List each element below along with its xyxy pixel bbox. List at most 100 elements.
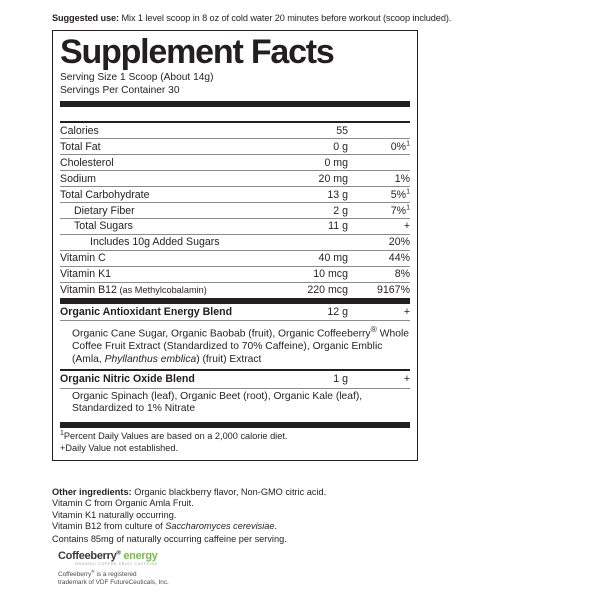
- caffeine-statement: Contains 85mg of naturally occurring caf…: [52, 534, 287, 545]
- table-row: Vitamin B12 (as Methylcobalamin) 220 mcg…: [60, 282, 410, 299]
- row-daily-value: 1%: [352, 170, 410, 187]
- blend-ingredients-row: Organic Spinach (leaf), Organic Beet (ro…: [60, 387, 410, 419]
- panel-footnotes: 1Percent Daily Values are based on a 2,0…: [60, 428, 410, 454]
- table-row: Sodium 20 mg 1%: [60, 170, 410, 187]
- coffeeberry-logo: Coffeeberry® energy: [58, 550, 278, 562]
- rule-medium-above-table: [60, 121, 410, 124]
- trademark-line-2: trademark of VDF FutureCeuticals, Inc.: [58, 579, 169, 586]
- blend-daily-value: +: [403, 306, 410, 319]
- row-name-suffix: (as Methylcobalamin): [116, 285, 207, 296]
- other-ingredients-block: Other ingredients: Organic blackberry fl…: [52, 487, 522, 545]
- nutrient-table-body: Calories 55 Total Fat 0 g 0%1 Cholestero…: [60, 123, 410, 299]
- registered-mark: ®: [91, 568, 95, 574]
- blend-ingredients-row: Organic Cane Sugar, Organic Baobab (frui…: [60, 320, 410, 370]
- row-daily-value: [352, 154, 410, 171]
- row-daily-value: 0%1: [352, 138, 410, 155]
- row-name: Sodium: [60, 170, 282, 187]
- serving-size: Serving Size 1 Scoop (About 14g): [60, 72, 214, 83]
- footnote-daily-values: 1Percent Daily Values are based on a 2,0…: [60, 430, 288, 442]
- row-daily-value: 7%1: [352, 202, 410, 219]
- suggested-use-line: Suggested use: Mix 1 level scoop in 8 oz…: [52, 12, 568, 24]
- footnote-marker: 1: [406, 187, 410, 195]
- row-daily-value: 44%: [352, 250, 410, 267]
- other-ingredients-label: Other ingredients:: [52, 487, 132, 497]
- latin-binomial: Phyllanthus emblica: [104, 353, 197, 365]
- row-amount: 40 mg: [282, 250, 352, 267]
- coffeeberry-tagline: ORGANIC COFFEE FRUIT CAFFEINE: [75, 562, 158, 566]
- suggested-use-label: Suggested use:: [52, 13, 120, 23]
- row-name: Vitamin B12 (as Methylcobalamin): [60, 282, 282, 299]
- row-daily-value: 9167%: [352, 282, 410, 299]
- rule-medium-between-blends: [60, 369, 410, 372]
- row-name: Total Sugars: [60, 218, 282, 235]
- table-row: Dietary Fiber 2 g 7%1: [60, 202, 410, 219]
- other-ingredients-text: Organic blackberry flavor, Non-GMO citri…: [134, 487, 327, 497]
- latin-binomial: Saccharomyces cerevisiae: [165, 520, 275, 531]
- table-row: Total Fat 0 g 0%1: [60, 138, 410, 155]
- table-row: Vitamin C 40 mg 44%: [60, 250, 410, 267]
- row-amount: 13 g: [282, 186, 352, 203]
- row-daily-value: [352, 123, 410, 138]
- blend-amount: 12 g: [327, 306, 348, 319]
- spacer-below-top-rule: [60, 107, 410, 121]
- footnote-marker: 1: [406, 203, 410, 211]
- row-amount: 0 mg: [282, 154, 352, 171]
- servings-per-container: Servings Per Container 30: [60, 84, 180, 96]
- table-row: Includes 10g Added Sugars 20%: [60, 234, 410, 251]
- blend-table-nitric-oxide: Organic Nitric Oxide Blend 1 g + Organic…: [60, 371, 410, 419]
- panel-title: Supplement Facts: [60, 33, 335, 71]
- row-amount: 220 mcg: [282, 282, 352, 299]
- row-daily-value: 20%: [352, 234, 410, 251]
- registered-mark: ®: [370, 324, 377, 335]
- vitamin-c-source: Vitamin C from Organic Amla Fruit.: [52, 498, 194, 509]
- row-name: Total Fat: [60, 138, 282, 155]
- table-row: Calories 55: [60, 123, 410, 138]
- coffeeberry-trademark-notice: Coffeeberry® is a registered trademark o…: [58, 568, 278, 587]
- blend-ingredients: Organic Cane Sugar, Organic Baobab (frui…: [60, 320, 410, 370]
- footnote-marker: 1: [406, 140, 410, 148]
- row-name: Vitamin K1: [60, 266, 282, 283]
- rule-thick-above-footnotes: [60, 422, 410, 429]
- row-daily-value: 8%: [352, 266, 410, 283]
- row-amount: 55: [336, 124, 348, 137]
- blend-daily-value: +: [403, 373, 410, 386]
- table-row: Cholesterol 0 mg: [60, 154, 410, 171]
- row-amount: 20 mg: [282, 170, 352, 187]
- row-name: Dietary Fiber: [60, 202, 282, 219]
- blend-name: Organic Antioxidant Energy Blend: [60, 306, 233, 319]
- row-daily-value: +: [352, 218, 410, 235]
- blend-ingredients: Organic Spinach (leaf), Organic Beet (ro…: [60, 387, 410, 419]
- row-amount: 2 g: [282, 202, 352, 219]
- vitamin-k1-source: Vitamin K1 naturally occurring.: [52, 509, 177, 520]
- registered-mark: ®: [116, 550, 121, 557]
- coffeeberry-logo-word: Coffeeberry: [58, 550, 117, 562]
- blend-name: Organic Nitric Oxide Blend: [60, 373, 195, 386]
- table-row: Total Sugars 11 g +: [60, 218, 410, 235]
- row-daily-value: 5%1: [352, 186, 410, 203]
- coffeeberry-logo-energy: energy: [123, 550, 158, 562]
- blend-header-row: Organic Nitric Oxide Blend 1 g +: [60, 371, 410, 388]
- row-name: Calories: [60, 124, 99, 137]
- table-row: Vitamin K1 10 mcg 8%: [60, 266, 410, 283]
- supplement-facts-panel: Supplement Facts Serving Size 1 Scoop (A…: [52, 30, 418, 461]
- other-ingredients-line: Other ingredients: Organic blackberry fl…: [52, 487, 522, 498]
- row-amount: 11 g: [282, 218, 352, 235]
- blend-header-row: Organic Antioxidant Energy Blend 12 g +: [60, 304, 410, 321]
- vitamin-b12-source: Vitamin B12 from culture of Saccharomyce…: [52, 520, 278, 531]
- blend-table-antioxidant: Organic Antioxidant Energy Blend 12 g + …: [60, 304, 410, 370]
- blend-amount: 1 g: [333, 373, 348, 386]
- row-amount: [282, 234, 352, 251]
- row-name: Includes 10g Added Sugars: [60, 234, 282, 251]
- row-name: Total Carbohydrate: [60, 186, 282, 203]
- table-row: Total Carbohydrate 13 g 5%1: [60, 186, 410, 203]
- row-amount: 10 mcg: [282, 266, 352, 283]
- row-name: Vitamin C: [60, 250, 282, 267]
- footnote-marker: 1: [60, 430, 64, 438]
- suggested-use-text: Mix 1 level scoop in 8 oz of cold water …: [121, 13, 452, 23]
- rule-thick-above-blends: [60, 298, 410, 305]
- nutrient-table: Calories 55 Total Fat 0 g 0%1 Cholestero…: [60, 123, 410, 299]
- footnote-dv-not-established: +Daily Value not established.: [60, 443, 179, 453]
- coffeeberry-brand-block: Coffeeberry® energy ORGANIC COFFEE FRUIT…: [58, 550, 278, 587]
- rule-thick-top: [60, 101, 410, 107]
- row-amount: 0 g: [282, 138, 352, 155]
